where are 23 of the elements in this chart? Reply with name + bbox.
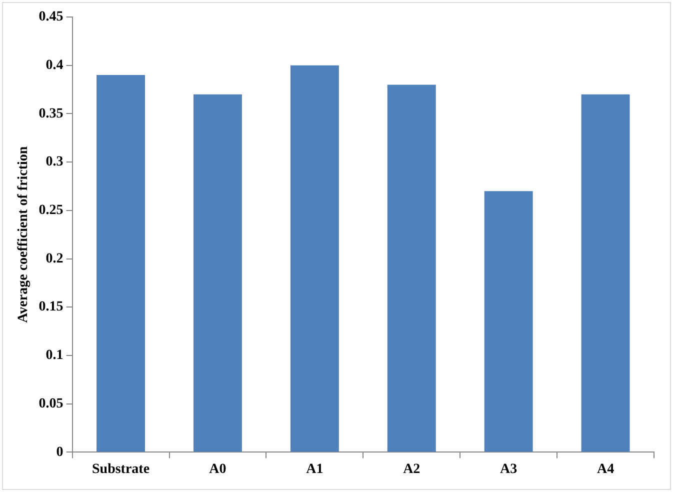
x-tick-label: A0: [209, 462, 226, 478]
x-tick-label: A4: [596, 462, 614, 478]
y-tick-label: 0.25: [38, 203, 64, 218]
y-tick-label: 0: [56, 444, 64, 460]
y-tick-label: 0.4: [46, 58, 64, 73]
y-axis-title: Average coefficient of friction: [16, 146, 32, 323]
y-tick-label: 0.35: [38, 106, 64, 122]
x-tick-label: A3: [500, 462, 518, 478]
y-tick-label: 0.15: [38, 300, 64, 315]
y-tick-label: 0.05: [38, 396, 64, 412]
bar: [193, 94, 242, 452]
bar: [96, 75, 146, 452]
bar: [290, 65, 339, 452]
bar: [387, 84, 436, 452]
x-tick-label: A2: [403, 462, 420, 478]
x-tick-label: A1: [306, 462, 324, 478]
bar: [484, 191, 533, 452]
y-tick-label: 0.2: [46, 251, 64, 266]
y-tick-label: 0.45: [38, 10, 64, 25]
x-tick-label: Substrate: [92, 462, 150, 478]
y-tick-label: 0.3: [46, 154, 64, 170]
bar: [581, 94, 630, 452]
y-tick-label: 0.1: [46, 348, 64, 364]
